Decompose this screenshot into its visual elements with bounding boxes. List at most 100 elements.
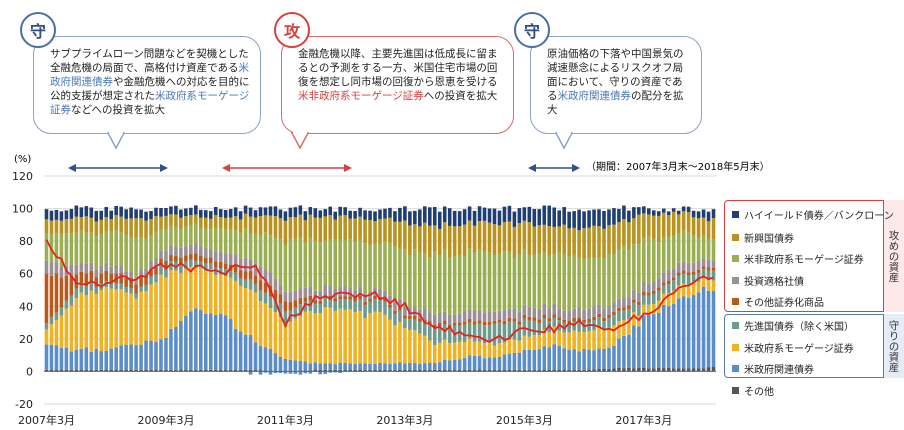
legend-defense-label: 守りの資産 (883, 314, 904, 378)
bar-segment-dev (243, 279, 248, 289)
bar-segment-other_sec (527, 316, 532, 321)
bar-segment-other_sec (632, 299, 636, 303)
bar-segment-agency_mbs (413, 330, 417, 364)
bar-segment-other (164, 369, 168, 372)
bar-segment-other (567, 369, 571, 372)
bar-segment-em (597, 226, 601, 259)
bar-segment-other (497, 369, 502, 372)
bar-stack (84, 206, 89, 372)
bar-segment-ig (338, 287, 342, 297)
bar-segment-ig (572, 308, 576, 318)
bar-segment-other_sec (577, 317, 581, 322)
bar-segment-other_sec (661, 282, 666, 286)
bar-segment-hy (248, 207, 253, 217)
bar-segment-ig (691, 262, 696, 272)
bar-segment-agency (69, 351, 74, 370)
bar-segment-nonagency (328, 238, 333, 287)
bar-segment-dev (671, 280, 676, 291)
bar-stack (243, 205, 248, 372)
bar-segment-agency_mbs (179, 273, 183, 321)
bar-segment-other (592, 369, 596, 372)
bar-segment-agency (59, 347, 64, 370)
bar-segment-agency_mbs (363, 318, 367, 364)
bar-segment-nonagency (557, 252, 561, 309)
bar-segment-dev (258, 290, 263, 302)
bar-segment-other (323, 369, 328, 372)
bar-segment-agency (547, 347, 552, 370)
bar-segment-agency (656, 312, 661, 368)
bar-segment-ig (666, 269, 671, 281)
bar-segment-ig (427, 312, 432, 322)
bar-segment-ig (592, 306, 596, 317)
bar-segment-agency (343, 362, 347, 370)
bar-segment-other (194, 369, 198, 372)
bar-segment-dev (661, 285, 666, 294)
bar-segment-other (189, 369, 193, 372)
bar-segment-nonagency (587, 258, 591, 309)
bar-segment-em (134, 218, 138, 239)
bar-segment-nonagency (313, 241, 318, 291)
bar-segment-other_sec (308, 295, 313, 301)
bar-segment-em (418, 226, 422, 253)
bar-segment-dev (627, 308, 631, 320)
bar-segment-other_sec (517, 321, 522, 325)
bar-segment-nonagency (184, 226, 188, 247)
bar-segment-other_sec (174, 255, 178, 262)
bar-stack (467, 206, 472, 372)
bar-segment-dev (358, 299, 362, 312)
bar-segment-agency_mbs (622, 320, 626, 336)
bar-segment-em (711, 218, 716, 240)
bar-segment-ig (194, 242, 198, 254)
bar-segment-em (706, 221, 711, 239)
bar-segment-nonagency (622, 245, 626, 299)
bar-segment-ig (627, 296, 631, 306)
bar-segment-agency_mbs (149, 284, 153, 341)
bar-segment-agency_mbs (612, 325, 616, 346)
bar-segment-agency (179, 320, 183, 370)
bar-segment-other (388, 369, 392, 372)
bar-stack (651, 210, 656, 372)
bar-segment-em (203, 217, 208, 229)
bar-segment-agency_mbs (661, 293, 666, 305)
bar-segment-agency (283, 358, 288, 372)
bar-segment-ig (313, 290, 318, 301)
bar-segment-other (487, 369, 492, 372)
bar-segment-dev (567, 323, 571, 333)
bar-segment-agency_mbs (109, 288, 113, 349)
bar-segment-other (686, 368, 691, 372)
bar-segment-em (363, 219, 367, 244)
bar-segment-hy (208, 211, 213, 219)
bar-segment-other_sec (293, 300, 298, 308)
bar-segment-agency (587, 349, 591, 370)
grid-lines (44, 175, 716, 405)
legend-label: 先進国債券（除く米国） (744, 322, 854, 333)
bar-segment-nonagency (283, 245, 288, 292)
bar-stack (656, 211, 661, 372)
bar-segment-em (164, 215, 168, 230)
bar-stack (403, 206, 407, 372)
bar-segment-negative (303, 371, 308, 374)
bar-segment-dev (174, 261, 178, 271)
bar-segment-em (686, 212, 691, 233)
bar-segment-ig (622, 298, 626, 308)
bar-segment-dev (597, 317, 601, 328)
bar-segment-dev (527, 320, 532, 337)
bar-segment-dev (642, 295, 646, 305)
bar-segment-agency_mbs (681, 283, 686, 297)
bar-stack (612, 208, 616, 372)
bar-segment-nonagency (423, 253, 427, 309)
bar-segment-agency_mbs (358, 311, 362, 364)
bar-segment-hy (199, 209, 203, 218)
bar-segment-nonagency (238, 233, 243, 259)
bar-segment-hy (253, 210, 258, 218)
bar-segment-ig (497, 310, 502, 320)
bar-segment-agency_mbs (507, 339, 512, 354)
bar-segment-dev (169, 261, 173, 271)
bar-segment-dev (189, 259, 193, 267)
bar-stack (432, 206, 437, 372)
bar-stack (587, 210, 591, 372)
bar-segment-nonagency (248, 233, 253, 260)
bar-segment-agency_mbs (602, 330, 606, 349)
bar-segment-dev (592, 320, 596, 331)
bar-segment-em (666, 215, 671, 237)
